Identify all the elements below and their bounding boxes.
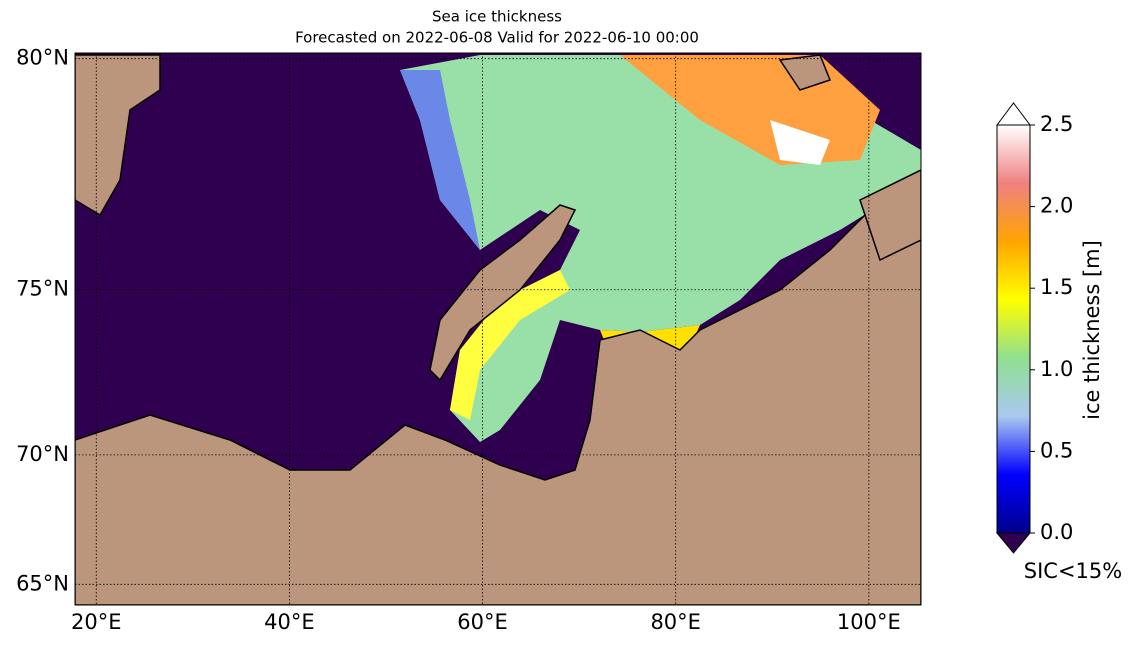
colorbar-under bbox=[995, 532, 1032, 554]
y-tick-label: 80°N bbox=[16, 46, 69, 70]
colorbar-tick-label: 2.0 bbox=[1040, 194, 1073, 218]
colorbar-label: ice thickness [m] bbox=[1080, 240, 1104, 420]
colorbar-tick-label: 2.5 bbox=[1040, 112, 1073, 136]
ice-edge bbox=[450, 270, 570, 420]
x-tick-label: 40°E bbox=[264, 610, 315, 634]
y-tick-label: 70°N bbox=[16, 442, 69, 466]
colorbar-tick-label: 0.0 bbox=[1040, 520, 1073, 544]
x-tick-label: 20°E bbox=[71, 610, 122, 634]
colorbar-frame bbox=[996, 125, 1031, 533]
colorbar-tick-label: 1.5 bbox=[1040, 275, 1073, 299]
colorbar-over bbox=[996, 102, 1031, 126]
y-tick-label: 65°N bbox=[16, 571, 69, 595]
map bbox=[75, 53, 921, 605]
colorbar-tick-label: 0.5 bbox=[1040, 438, 1073, 462]
x-tick-label: 100°E bbox=[837, 610, 901, 634]
land bbox=[778, 54, 921, 262]
colorbar-under-label: SIC<15% bbox=[1024, 559, 1122, 583]
x-tick-label: 60°E bbox=[457, 610, 508, 634]
chart-subtitle: Forecasted on 2022-06-08 Valid for 2022-… bbox=[295, 29, 699, 47]
y-tick-label: 75°N bbox=[16, 277, 69, 301]
colorbar bbox=[997, 125, 1030, 533]
x-tick-label: 80°E bbox=[650, 610, 701, 634]
chart-title: Sea ice thickness bbox=[432, 8, 562, 26]
ice-thin bbox=[400, 70, 480, 250]
colorbar-tick-label: 1.0 bbox=[1040, 357, 1073, 381]
map-frame bbox=[74, 52, 922, 606]
land bbox=[429, 204, 577, 382]
ice-very-thick bbox=[770, 120, 830, 165]
